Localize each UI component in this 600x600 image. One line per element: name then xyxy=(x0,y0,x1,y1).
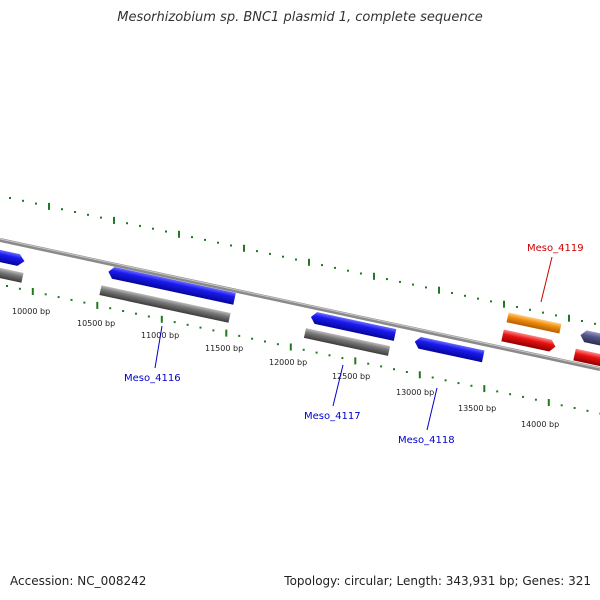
leader-line-meso-4118 xyxy=(426,387,438,431)
scale-label: 10500 bp xyxy=(77,319,115,328)
leader-line-meso-4119 xyxy=(540,256,553,303)
feature-meso-4116[interactable] xyxy=(107,266,236,305)
feature-meso-4116-gene xyxy=(99,285,231,323)
leader-line-meso-4116 xyxy=(154,325,163,369)
scale-label: 13500 bp xyxy=(458,404,496,413)
feature-meso-4117[interactable] xyxy=(310,311,397,341)
feature-slate-edge xyxy=(580,330,600,353)
feature-gray-edge xyxy=(0,261,24,283)
feature-meso-4118[interactable] xyxy=(414,336,485,363)
sequence-summary: Topology: circular; Length: 343,931 bp; … xyxy=(284,574,591,588)
sequence-backbone-highlight xyxy=(0,238,600,369)
feature-blue-edge xyxy=(0,243,25,266)
map-title: Mesorhizobium sp. BNC1 plasmid 1, comple… xyxy=(117,10,483,25)
scale-label: 12500 bp xyxy=(332,372,370,381)
scale-label: 11500 bp xyxy=(205,344,243,353)
accession-text: Accession: NC_008242 xyxy=(10,574,147,588)
sequence-backbone xyxy=(0,238,600,371)
feature-meso-4119[interactable] xyxy=(501,329,556,352)
inner-tick-row xyxy=(6,285,600,415)
scale-label: 13000 bp xyxy=(396,388,434,397)
scale-label: 14000 bp xyxy=(521,420,559,429)
leader-line-meso-4117 xyxy=(332,364,344,407)
feature-red-edge xyxy=(573,348,600,373)
gene-label-meso-4117[interactable]: Meso_4117 xyxy=(304,411,361,422)
outer-tick-row xyxy=(9,197,596,325)
feature-meso-4119-gene xyxy=(506,312,562,334)
feature-meso-4117-gene xyxy=(303,328,391,356)
scale-label: 10000 bp xyxy=(12,307,50,316)
gene-label-meso-4116[interactable]: Meso_4116 xyxy=(124,373,181,384)
gene-label-meso-4118[interactable]: Meso_4118 xyxy=(398,435,455,446)
scale-label: 12000 bp xyxy=(269,358,307,367)
gene-label-meso-4119[interactable]: Meso_4119 xyxy=(527,243,584,254)
